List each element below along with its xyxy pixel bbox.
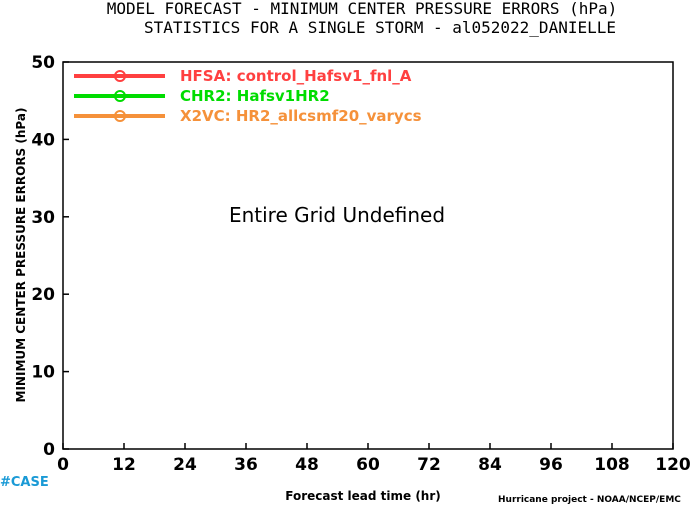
legend-label: CHR2: Hafsv1HR2 [180, 87, 330, 105]
legend: HFSA: control_Hafsv1_fnl_A CHR2: Hafsv1HR… [74, 67, 422, 125]
y-tick-label: 0 [43, 440, 55, 460]
x-tick-label: 60 [356, 455, 380, 475]
case-tag: #CASE [0, 475, 49, 490]
x-tick-label: 24 [173, 455, 197, 475]
legend-label: HFSA: control_Hafsv1_fnl_A [180, 67, 412, 85]
x-tick-label: 48 [295, 455, 319, 475]
y-tick-label: 50 [31, 53, 55, 73]
x-tick-label: 12 [112, 455, 136, 475]
credit-text: Hurricane project - NOAA/NCEP/EMC [498, 495, 681, 505]
chart-subtitle: STATISTICS FOR A SINGLE STORM - al052022… [144, 18, 616, 37]
legend-swatch-marker [114, 70, 126, 82]
y-axis-ticks: 0 10 20 30 40 50 [31, 53, 69, 460]
legend-swatch-marker [114, 110, 126, 122]
x-tick-label: 84 [478, 455, 502, 475]
y-axis-label: MINIMUM CENTER PRESSURE ERRORS (hPa) [14, 108, 28, 403]
x-axis-ticks: 0 12 24 36 48 60 72 84 96 108 120 [57, 443, 691, 475]
x-tick-label: 108 [594, 455, 630, 475]
legend-label: X2VC: HR2_allcsmf20_varycs [180, 107, 422, 125]
x-tick-label: 72 [417, 455, 441, 475]
x-axis-label: Forecast lead time (hr) [285, 489, 441, 503]
y-tick-label: 10 [31, 363, 55, 383]
y-tick-label: 30 [31, 208, 55, 228]
x-tick-label: 120 [655, 455, 691, 475]
y-tick-label: 40 [31, 130, 55, 150]
undefined-grid-annotation: Entire Grid Undefined [229, 203, 445, 227]
x-tick-label: 36 [234, 455, 258, 475]
y-tick-label: 20 [31, 285, 55, 305]
chart-title: MODEL FORECAST - MINIMUM CENTER PRESSURE… [107, 0, 618, 18]
x-tick-label: 96 [539, 455, 563, 475]
x-tick-label: 0 [57, 455, 69, 475]
legend-swatch-marker [114, 90, 126, 102]
